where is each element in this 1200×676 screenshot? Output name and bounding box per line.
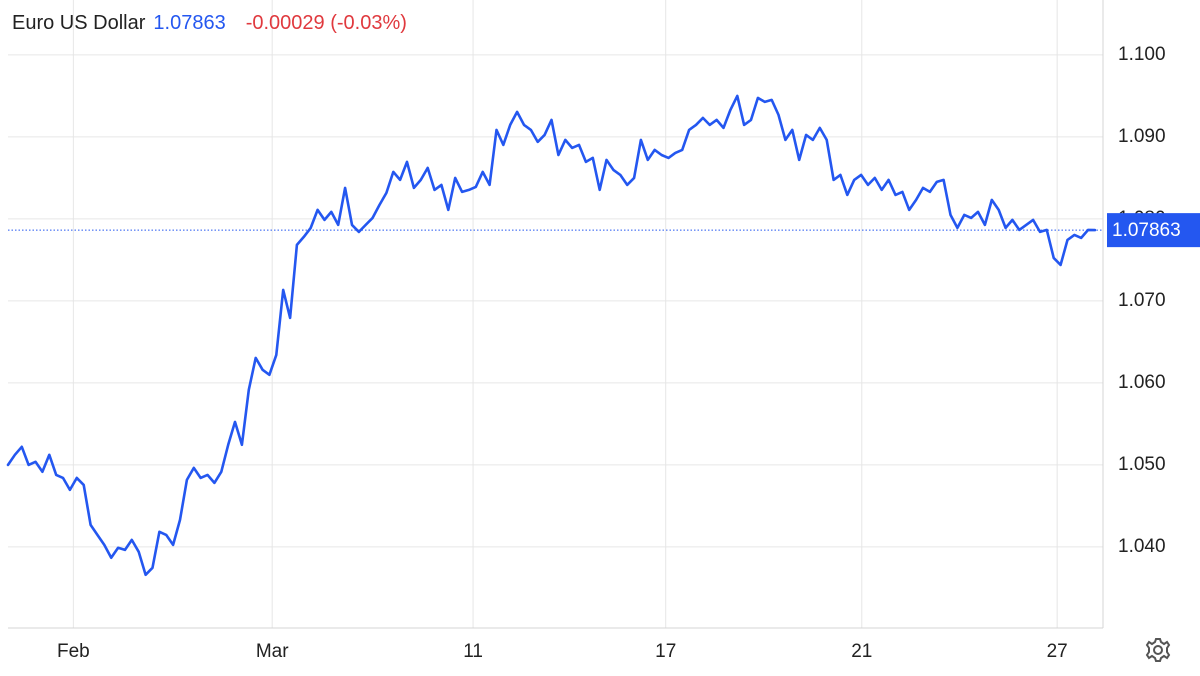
- x-tick-label: 27: [1047, 641, 1068, 662]
- header-price: 1.07863: [153, 12, 225, 34]
- price-line: [6, 94, 1097, 577]
- y-tick-label: 1.090: [1118, 126, 1166, 147]
- last-price-badge: [1107, 213, 1200, 248]
- settings-icon-hub: [1153, 645, 1163, 655]
- last-price-label: 1.07863: [1112, 220, 1181, 241]
- y-tick-label: 1.070: [1118, 290, 1166, 311]
- chart-title: Euro US Dollar: [12, 12, 146, 34]
- x-tick-label: Feb: [57, 641, 90, 662]
- header-change: -0.00029 (-0.03%): [246, 12, 407, 34]
- y-tick-label: 1.040: [1118, 536, 1166, 557]
- y-tick-label: 1.060: [1118, 372, 1166, 393]
- x-tick-label: 11: [463, 641, 483, 662]
- header: Euro US Dollar 1.07863 -0.00029 (-0.03%): [12, 12, 407, 34]
- settings-icon[interactable]: [1145, 638, 1171, 662]
- y-tick-label: 1.050: [1118, 454, 1166, 475]
- settings-icon-gear: [1145, 638, 1171, 662]
- y-tick-label: 1.100: [1118, 44, 1166, 65]
- x-tick-label: 21: [851, 641, 872, 662]
- x-tick-label: 17: [655, 641, 676, 662]
- x-tick-label: Mar: [256, 641, 289, 662]
- plot: [6, 94, 1103, 577]
